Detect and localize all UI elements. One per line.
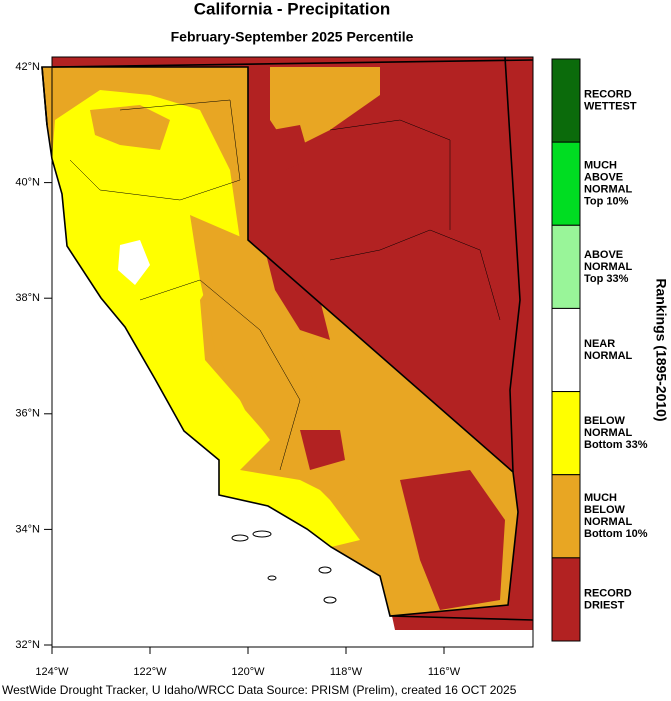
legend-swatch — [551, 307, 581, 393]
island — [267, 575, 277, 581]
legend-swatch — [551, 224, 581, 309]
legend-label: ABOVE — [584, 249, 623, 261]
lat-tick-label: 32°N — [15, 639, 40, 651]
island — [231, 534, 249, 542]
lon-tick-label: 118°W — [330, 666, 363, 678]
legend-label: NORMAL — [584, 516, 633, 528]
county-line — [329, 229, 501, 321]
legend-swatch — [551, 141, 581, 226]
legend-swatch — [551, 474, 581, 559]
lat-tick-label: 34°N — [15, 523, 40, 535]
lat-tick-label: 36°N — [15, 408, 40, 420]
map-subtitle: February-September 2025 Percentile — [171, 29, 414, 45]
legend-label: BELOW — [584, 504, 626, 516]
region — [118, 240, 150, 285]
legend-label: Bottom 33% — [584, 439, 648, 451]
region — [300, 430, 345, 470]
lon-tick-label: 120°W — [231, 666, 265, 678]
legend-label: RECORD — [584, 587, 632, 599]
legend-swatch — [551, 391, 581, 476]
legend-label: NORMAL — [584, 261, 633, 273]
legend-label: ABOVE — [584, 172, 623, 184]
footer: WestWide Drought Tracker, U Idaho/WRCC D… — [2, 683, 517, 697]
legend-label: Bottom 10% — [584, 528, 648, 540]
map-area — [41, 56, 534, 648]
map-frame — [51, 56, 534, 648]
lon-tick-label: 124°W — [35, 666, 69, 678]
legend-label: NORMAL — [584, 184, 633, 196]
legend-label: RECORD — [584, 88, 632, 100]
state-border — [51, 59, 534, 68]
legend-label: BELOW — [584, 415, 626, 427]
island — [252, 530, 272, 538]
lat-tick-label: 38°N — [15, 292, 40, 304]
county-line — [139, 279, 301, 471]
map-title: California - Precipitation — [194, 0, 390, 18]
legend-title: Rankings (1895-2010) — [653, 278, 669, 421]
legend-label: DRIEST — [584, 599, 625, 611]
legend-label: Top 33% — [584, 273, 629, 285]
lon-tick-label: 116°W — [428, 666, 461, 678]
region — [90, 105, 170, 150]
legend-label: WETTEST — [584, 100, 637, 112]
legend-label: NORMAL — [584, 350, 633, 362]
island — [323, 596, 337, 604]
lat-tick-label: 42°N — [15, 61, 40, 73]
country-border — [389, 615, 534, 621]
california-border — [41, 66, 519, 617]
region — [400, 470, 505, 610]
legend-label: MUCH — [584, 492, 617, 504]
legend-label: NORMAL — [584, 427, 633, 439]
region — [272, 125, 310, 170]
legend-label: NEAR — [584, 338, 615, 350]
county-line — [69, 99, 241, 201]
legend-label: MUCH — [584, 160, 617, 172]
lon-tick-label: 122°W — [133, 666, 167, 678]
legend-swatch — [551, 58, 581, 143]
region — [190, 215, 330, 470]
state-border — [504, 56, 521, 473]
region — [52, 90, 360, 547]
legend-swatch — [551, 557, 581, 642]
legend-label: Top 10% — [584, 196, 629, 208]
island — [318, 566, 332, 574]
lat-tick-label: 40°N — [15, 177, 40, 189]
region — [240, 430, 360, 500]
county-line — [329, 119, 451, 230]
